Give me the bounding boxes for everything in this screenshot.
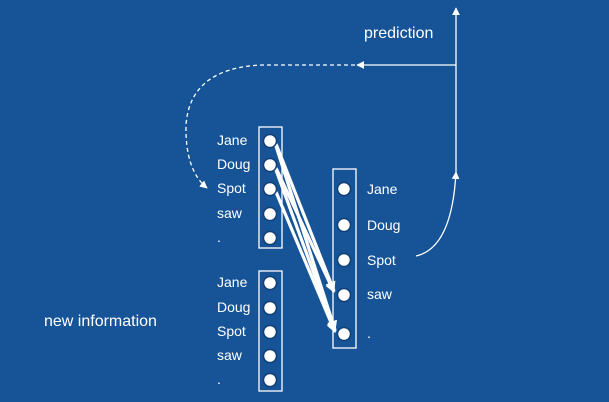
prediction-label: prediction xyxy=(364,25,433,42)
right-column-box xyxy=(332,168,357,349)
bottom-column-box xyxy=(258,270,283,392)
arrow-jane-to-period xyxy=(274,145,338,331)
top-label-period: . xyxy=(217,229,221,245)
bottom-node-doug xyxy=(262,300,278,316)
bottom-node-jane xyxy=(262,275,278,291)
feedback-loop xyxy=(185,7,460,257)
top-node-doug xyxy=(262,157,278,173)
top-label-jane: Jane xyxy=(217,132,248,148)
bottom-node-saw xyxy=(262,348,278,364)
top-label-doug: Doug xyxy=(217,156,250,172)
top-node-spot xyxy=(262,181,278,197)
right-node-jane xyxy=(336,181,352,197)
connection-arrows xyxy=(274,143,338,333)
arrow-jane-to-saw xyxy=(274,143,336,292)
right-node-period xyxy=(336,326,352,342)
top-node-saw xyxy=(262,206,278,222)
bottom-node-period xyxy=(262,372,278,388)
output-curve-arrow xyxy=(415,171,460,257)
right-label-doug: Doug xyxy=(367,217,400,233)
new-information-label: new information xyxy=(44,313,157,330)
right-node-saw xyxy=(336,287,352,303)
bottom-column: Jane Doug Spot saw . xyxy=(217,274,278,388)
bottom-label-period: . xyxy=(217,371,221,387)
right-label-jane: Jane xyxy=(367,181,398,197)
bottom-label-doug: Doug xyxy=(217,299,250,315)
bottom-label-spot: Spot xyxy=(217,323,246,339)
top-label-saw: saw xyxy=(217,205,243,221)
arrow-spot-to-period xyxy=(274,191,337,333)
right-label-period: . xyxy=(367,325,371,341)
right-label-spot: Spot xyxy=(367,252,396,268)
top-label-spot: Spot xyxy=(217,180,246,196)
right-column: Jane Doug Spot saw . xyxy=(336,181,400,342)
top-node-jane xyxy=(262,133,278,149)
arrow-doug-to-saw xyxy=(274,167,336,293)
dashed-recurrent-arrow xyxy=(185,64,355,189)
bottom-label-jane: Jane xyxy=(217,274,248,290)
bottom-node-spot xyxy=(262,324,278,340)
top-column-box xyxy=(258,126,283,249)
bottom-label-saw: saw xyxy=(217,347,243,363)
top-node-period xyxy=(262,230,278,246)
top-column: Jane Doug Spot saw . xyxy=(217,132,278,246)
arrow-doug-to-period xyxy=(274,169,337,332)
right-node-doug xyxy=(336,217,352,233)
right-label-saw: saw xyxy=(367,286,393,302)
right-node-spot xyxy=(336,252,352,268)
